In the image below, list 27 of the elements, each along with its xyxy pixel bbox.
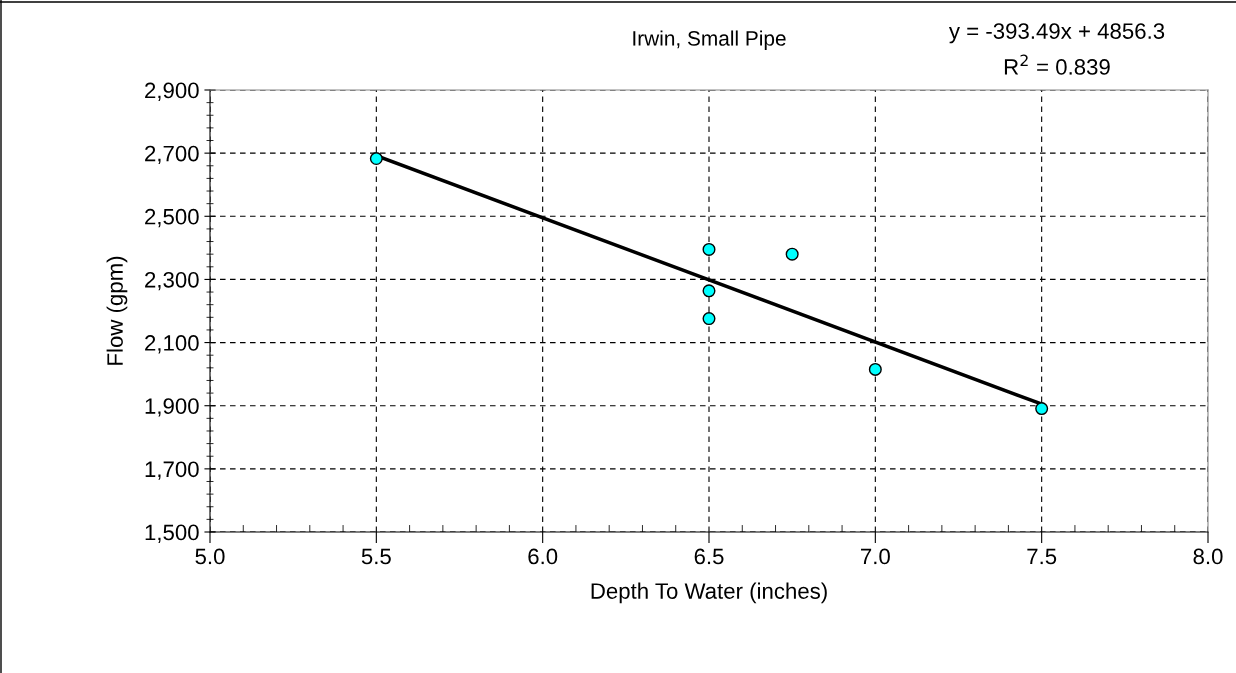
y-tick-label: 2,100 bbox=[145, 335, 199, 354]
y-tick-label: 2,700 bbox=[145, 145, 199, 165]
point bbox=[702, 312, 716, 326]
x-tick-label: 6.0 bbox=[528, 548, 558, 565]
point bbox=[868, 362, 882, 376]
chart-title: Irwin, Small Pipe bbox=[633, 30, 786, 50]
x-tick-label: 5.0 bbox=[195, 548, 225, 565]
x-tick-label: 7.5 bbox=[1027, 548, 1057, 565]
y-tick-label: 2,900 bbox=[145, 82, 199, 101]
point bbox=[1035, 402, 1049, 416]
y-tick-label: 2,500 bbox=[145, 208, 199, 228]
text: y = -393.49x + 4856.3 bbox=[948, 23, 1165, 44]
y-tick-label: 1,500 bbox=[145, 524, 199, 543]
x-tick-label: 6.5 bbox=[694, 548, 724, 565]
x-tick-label: 8.0 bbox=[1193, 548, 1223, 565]
y-tick-label: 1,900 bbox=[145, 398, 199, 417]
y-axis-title: Flow (gpm) bbox=[106, 256, 128, 365]
point bbox=[702, 284, 716, 298]
text: R$^{2}$ = 0.839 bbox=[1004, 54, 1110, 75]
point bbox=[702, 242, 716, 256]
x-tick-label: 7.0 bbox=[861, 548, 890, 565]
point bbox=[785, 247, 799, 261]
y-tick-label: 1,700 bbox=[145, 461, 199, 480]
x-tick-label: 5.5 bbox=[361, 548, 391, 565]
x-axis-title: Depth To Water (inches) bbox=[591, 582, 827, 604]
y-tick-label: 2,300 bbox=[145, 271, 199, 291]
point bbox=[369, 152, 383, 166]
